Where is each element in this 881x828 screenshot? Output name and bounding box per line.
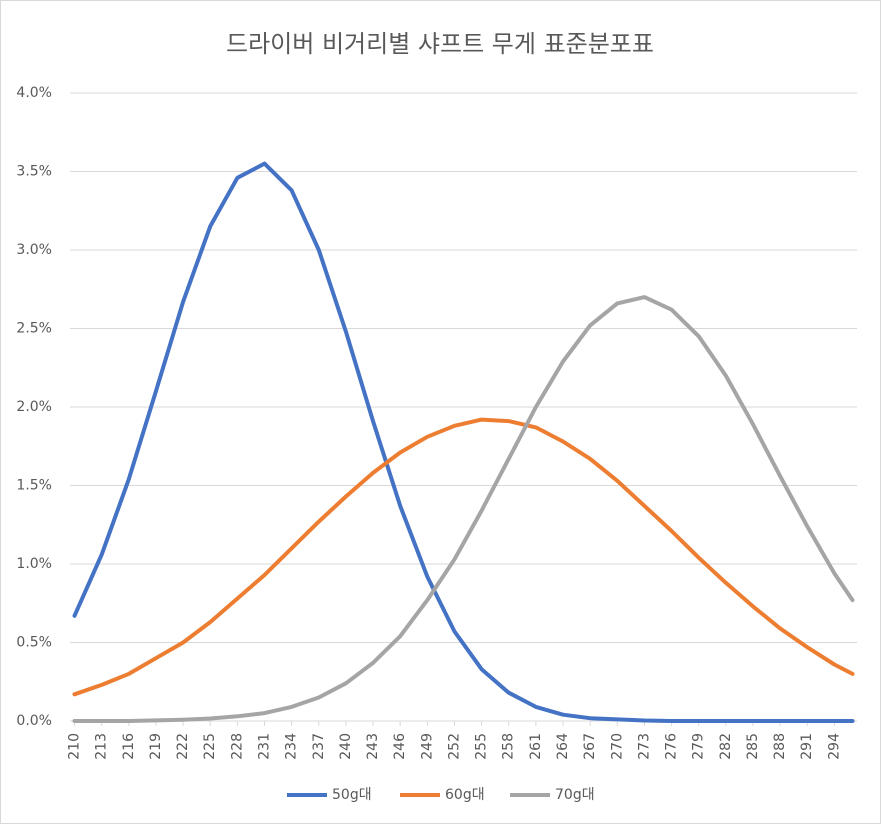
y-tick-label: 3.5% xyxy=(16,164,52,180)
legend-label: 70g대 xyxy=(555,787,595,803)
line-series xyxy=(72,295,855,723)
legend-label: 60g대 xyxy=(445,787,485,803)
x-tick-label: 216 xyxy=(121,733,137,760)
x-tick-label: 228 xyxy=(229,733,245,760)
x-tick-label: 249 xyxy=(419,733,435,760)
chart-title: 드라이버 비거리별 샤프트 무게 표준분포표 xyxy=(226,30,654,58)
y-tick-label: 1.5% xyxy=(16,478,52,494)
x-tick-label: 243 xyxy=(365,733,381,760)
x-tick-label: 273 xyxy=(636,733,652,760)
x-tick-label: 222 xyxy=(175,733,191,760)
x-tick-label: 231 xyxy=(256,733,272,760)
y-tick-label: 2.5% xyxy=(16,321,52,337)
x-tick-label: 213 xyxy=(94,733,110,760)
x-tick-label: 291 xyxy=(799,733,815,760)
x-tick-label: 261 xyxy=(528,733,544,760)
x-tick-label: 282 xyxy=(718,733,734,760)
legend-label: 50g대 xyxy=(332,787,372,803)
x-tick-label: 270 xyxy=(609,733,625,760)
x-tick-label: 264 xyxy=(555,733,571,760)
x-tick-label: 255 xyxy=(474,733,490,760)
x-tick-label: 252 xyxy=(446,733,462,760)
x-tick-label: 258 xyxy=(501,733,517,760)
y-tick-label: 2.0% xyxy=(16,399,52,415)
x-tick-label: 267 xyxy=(582,733,598,760)
y-tick-label: 3.0% xyxy=(16,242,52,258)
line-series xyxy=(72,417,855,697)
y-tick-label: 0.5% xyxy=(16,635,52,651)
line-series xyxy=(72,161,855,723)
x-tick-label: 246 xyxy=(392,733,408,760)
x-tick-label: 288 xyxy=(772,733,788,760)
x-tick-label: 279 xyxy=(691,733,707,760)
x-tick-label: 237 xyxy=(311,733,327,760)
x-tick-label: 219 xyxy=(148,733,164,760)
x-tick-label: 210 xyxy=(67,733,83,760)
x-tick-label: 276 xyxy=(664,733,680,760)
x-tick-label: 285 xyxy=(745,733,761,760)
x-tick-label: 294 xyxy=(826,733,842,760)
y-tick-label: 0.0% xyxy=(16,713,52,729)
x-tick-label: 240 xyxy=(338,733,354,760)
y-tick-label: 4.0% xyxy=(16,85,52,101)
x-tick-label: 225 xyxy=(202,733,218,760)
y-tick-label: 1.0% xyxy=(16,556,52,572)
x-tick-label: 234 xyxy=(284,733,300,760)
